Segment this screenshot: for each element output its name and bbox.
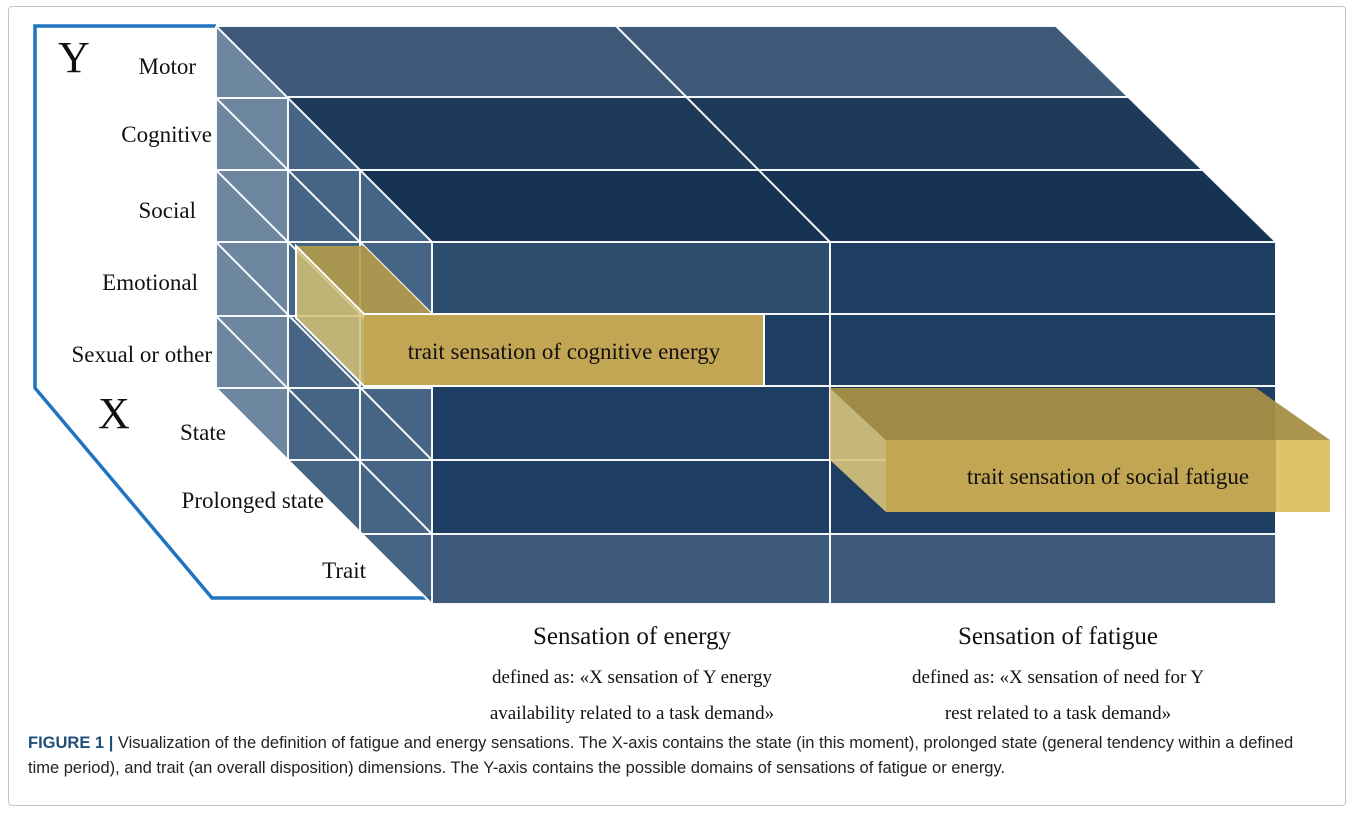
caption-separator: | <box>108 734 114 752</box>
x-labels: State Prolonged state Trait <box>180 420 367 583</box>
y-axis-letter: Y <box>58 33 90 82</box>
highlight-social-fatigue: trait sensation of social fatigue <box>830 388 1330 512</box>
axis-bracket <box>33 24 432 600</box>
highlight-fatigue-label: trait sensation of social fatigue <box>967 464 1249 489</box>
column-descriptions: Sensation of energy defined as: «X sensa… <box>490 623 1205 724</box>
x-label-prolonged-state: Prolonged state <box>182 488 324 513</box>
y-labels: Motor Cognitive Social Emotional Sexual … <box>71 54 212 367</box>
fatigue-def-line2: rest related to a task demand» <box>945 703 1171 724</box>
figure-frame <box>8 6 1346 806</box>
x-label-state: State <box>180 420 226 445</box>
y-label-sexual-or-other: Sexual or other <box>71 342 212 367</box>
y-label-cognitive: Cognitive <box>121 122 212 147</box>
caption-text: Visualization of the definition of fatig… <box>28 734 1294 777</box>
energy-title: Sensation of energy <box>533 623 732 650</box>
front-layer <box>360 170 1276 242</box>
highlight-cognitive-energy: trait sensation of cognitive energy <box>295 243 765 387</box>
fatigue-def-line1: defined as: «X sensation of need for Y <box>912 667 1204 688</box>
energy-def-line2: availability related to a task demand» <box>490 703 774 724</box>
highlight-energy-label: trait sensation of cognitive energy <box>408 339 721 364</box>
fatigue-energy-cube-diagram: trait sensation of cognitive energy trai… <box>33 24 1330 724</box>
fatigue-title: Sensation of fatigue <box>958 623 1158 650</box>
caption-label: FIGURE 1 <box>28 734 105 752</box>
y-label-motor: Motor <box>139 54 197 79</box>
energy-def-line1: defined as: «X sensation of Y energy <box>492 667 772 688</box>
x-label-trait: Trait <box>322 558 366 583</box>
figure-caption: FIGURE 1 | Visualization of the definiti… <box>28 731 1328 781</box>
x-axis-letter: X <box>98 389 130 438</box>
y-label-social: Social <box>139 198 197 223</box>
y-label-emotional: Emotional <box>102 270 198 295</box>
